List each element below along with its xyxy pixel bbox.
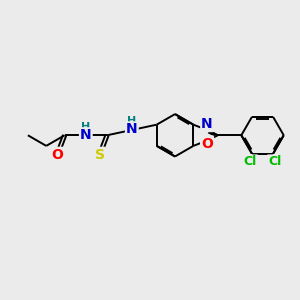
Text: N: N xyxy=(201,117,213,131)
Text: N: N xyxy=(126,122,138,136)
Text: Cl: Cl xyxy=(244,155,257,168)
Text: S: S xyxy=(94,148,105,162)
Text: O: O xyxy=(201,136,213,151)
Text: H: H xyxy=(127,116,136,126)
Text: Cl: Cl xyxy=(268,155,281,168)
Text: N: N xyxy=(80,128,92,142)
Text: O: O xyxy=(51,148,63,162)
Text: H: H xyxy=(81,122,90,132)
